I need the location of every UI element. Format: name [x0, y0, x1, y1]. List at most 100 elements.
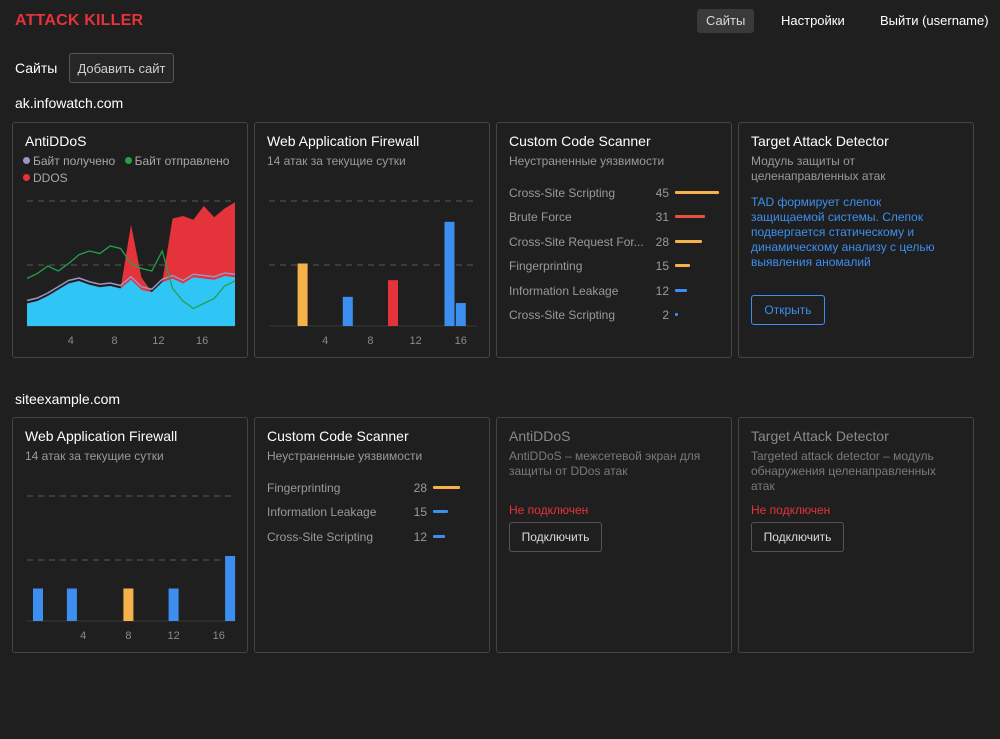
vulnerability-bar: [675, 264, 690, 268]
x-tick-label: 8: [125, 630, 131, 642]
waf-card: Web Application Firewall 14 атак за теку…: [12, 417, 248, 653]
waf-card: Web Application Firewall 14 атак за теку…: [254, 122, 490, 358]
legend-label: DDOS: [33, 171, 68, 185]
card-subtitle: Неустраненные уязвимости: [509, 154, 665, 168]
x-tick-label: 8: [367, 335, 373, 347]
site-name: ak.infowatch.com: [15, 95, 124, 111]
antiddos-card: AntiDDoS Байт получено Байт отправлено D…: [12, 122, 248, 358]
vulnerability-name: Cross-Site Scripting: [267, 529, 374, 544]
waf-bar-chart: 4 8 12 16: [269, 200, 477, 347]
vulnerability-row[interactable]: Brute Force 31: [509, 208, 723, 226]
card-title: Web Application Firewall: [25, 428, 178, 444]
vulnerability-name: Fingerprinting: [509, 259, 583, 274]
vulnerability-bar: [433, 534, 445, 538]
card-title: AntiDDoS: [509, 428, 571, 444]
vulnerability-name: Cross-Site Scripting: [509, 186, 616, 200]
card-title: Custom Code Scanner: [267, 428, 409, 444]
vulnerability-bar: [675, 191, 719, 194]
vulnerability-count: 12: [655, 283, 669, 298]
vulnerability-count: 12: [413, 529, 427, 544]
nav-logout[interactable]: Выйти (username): [880, 13, 989, 28]
vulnerability-bar: [433, 510, 448, 514]
vulnerability-name: Information Leakage: [267, 505, 377, 520]
vulnerability-row[interactable]: Information Leakage 15: [267, 503, 481, 521]
vulnerability-bar: [675, 215, 706, 219]
ccs-card: Custom Code Scanner Неустраненные уязвим…: [254, 417, 490, 653]
vulnerability-count: 28: [655, 234, 669, 249]
bar[interactable]: [342, 296, 353, 326]
open-button[interactable]: Открыть: [751, 295, 825, 325]
tad-card: Target Attack Detector Модуль защиты от …: [738, 122, 974, 358]
card-title: AntiDDoS: [25, 133, 87, 149]
vulnerability-row[interactable]: Fingerprinting 28: [267, 479, 481, 497]
waf-bar-chart: 4 8 12 16: [27, 495, 236, 642]
bar[interactable]: [33, 588, 43, 622]
line-received: [26, 272, 236, 302]
card-subtitle: AntiDDoS – межсетевой экран для защиты о…: [509, 449, 701, 478]
connect-button[interactable]: Подключить: [751, 522, 844, 552]
add-site-button[interactable]: Добавить сайт: [69, 53, 174, 83]
legend-item: Байт получено: [23, 153, 115, 170]
card-subtitle: Модуль защиты от целенаправленных атак: [751, 154, 886, 183]
x-tick-label: 4: [80, 630, 86, 642]
vulnerability-name: Fingerprinting: [267, 481, 341, 495]
card-subtitle: Неустраненные уязвимости: [267, 449, 423, 463]
vulnerability-row[interactable]: Cross-Site Scripting 45: [509, 184, 723, 202]
x-tick-label: 4: [68, 335, 74, 347]
bar[interactable]: [225, 556, 236, 621]
bar[interactable]: [168, 588, 179, 622]
vulnerability-count: 15: [655, 259, 669, 274]
vulnerability-row[interactable]: Information Leakage 12: [509, 282, 723, 300]
connect-button[interactable]: Подключить: [509, 522, 602, 552]
vulnerability-bar: [433, 486, 461, 489]
legend-item: Байт отправлено: [124, 153, 230, 170]
bar[interactable]: [297, 263, 308, 327]
legend-label: Байт получено: [33, 154, 116, 168]
bar[interactable]: [444, 221, 455, 326]
legend-item: DDOS: [23, 170, 68, 187]
site-name: siteexample.com: [15, 391, 121, 407]
vulnerability-name: Brute Force: [509, 210, 572, 225]
card-title: Web Application Firewall: [267, 133, 420, 149]
antiddos-area-chart: 4 8 12 16: [26, 200, 236, 347]
x-tick-label: 16: [455, 335, 467, 347]
x-tick-label: 12: [167, 630, 179, 642]
vulnerability-bar: [675, 239, 703, 243]
line-sent: [26, 245, 236, 310]
card-title: Target Attack Detector: [751, 133, 889, 149]
ccs-card: Custom Code Scanner Неустраненные уязвим…: [496, 122, 732, 358]
vulnerability-row[interactable]: Cross-Site Request For... 28: [509, 233, 723, 251]
app-logo[interactable]: ATTACK KILLER: [15, 12, 144, 29]
bar[interactable]: [388, 280, 398, 326]
vulnerability-count: 28: [413, 481, 427, 495]
vulnerability-name: Cross-Site Request For...: [509, 234, 644, 249]
page-title: Сайты: [15, 60, 58, 76]
status-not-connected: Не подключен: [509, 503, 589, 517]
legend-label: Байт отправлено: [134, 154, 230, 168]
vulnerability-row[interactable]: Cross-Site Scripting 2: [509, 306, 723, 324]
area-received: [27, 276, 235, 326]
legend-dot: [23, 157, 30, 164]
vulnerability-count: 15: [413, 505, 427, 520]
bar[interactable]: [66, 588, 77, 622]
vulnerability-bar: [675, 313, 678, 316]
nav-settings[interactable]: Настройки: [781, 13, 845, 28]
card-subtitle: Targeted attack detector – модуль обнару…: [751, 449, 936, 493]
bar[interactable]: [455, 303, 466, 326]
top-bar: ATTACK KILLER Сайты Настройки Выйти (use…: [0, 0, 1000, 42]
x-tick-label: 8: [112, 335, 118, 347]
vulnerability-count: 2: [662, 308, 669, 322]
legend-dot: [23, 174, 30, 181]
nav-sites[interactable]: Сайты: [697, 9, 755, 33]
status-not-connected: Не подключен: [751, 503, 831, 517]
tad-description: TAD формирует слепок защищаемой системы.…: [751, 195, 935, 269]
card-title: Custom Code Scanner: [509, 133, 651, 149]
tad-card: Target Attack Detector Targeted attack d…: [738, 417, 974, 653]
antiddos-card: AntiDDoS AntiDDoS – межсетевой экран для…: [496, 417, 732, 653]
vulnerability-row[interactable]: Cross-Site Scripting 12: [267, 528, 481, 546]
card-subtitle: 14 атак за текущие сутки: [25, 449, 164, 463]
x-tick-label: 4: [322, 335, 328, 347]
bar[interactable]: [123, 588, 134, 622]
vulnerability-bar: [675, 288, 687, 292]
vulnerability-row[interactable]: Fingerprinting 15: [509, 257, 723, 275]
